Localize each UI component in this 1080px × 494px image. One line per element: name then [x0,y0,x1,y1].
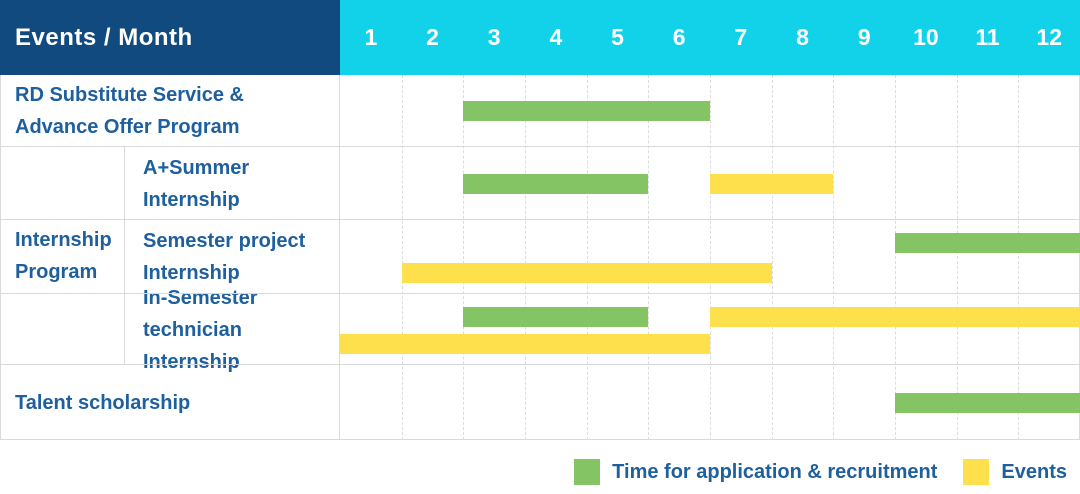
page-title: Events / Month [15,23,193,51]
label-column-divider [339,75,340,440]
month-label-11: 11 [975,24,1000,50]
row-label-talent-scholarship: Talent scholarship [0,365,340,440]
events-swatch-icon [963,459,990,485]
group-label-line: Program [15,261,98,283]
row-divider-line [0,146,1080,147]
month-gridline [402,75,403,440]
month-label-1: 1 [364,24,378,50]
row-label-semester-project: Semester project Internship [125,220,340,294]
row-label-a-plus-summer: A+Summer Internship [125,147,340,220]
month-gridline [587,75,588,440]
gantt-bar-application [463,307,649,327]
legend-item-application: Time for application & recruitment [574,459,937,485]
row-label-line: Internship [143,262,240,284]
month-gridline [463,75,464,440]
gantt-bar-application [895,393,1080,413]
gantt-bar-events [340,334,710,354]
header-title-cell: Events / Month [0,0,340,75]
month-label-12: 12 [1036,24,1063,50]
row-label-line: Internship [143,188,240,211]
group-label-line: Internship [15,229,112,251]
legend-label-events: Events [1001,460,1067,483]
month-label-10: 10 [913,24,939,50]
month-label-6: 6 [672,24,686,50]
month-header-row: 1 2 3 4 5 6 7 8 9 10 11 12 [340,0,1080,75]
month-label-4: 4 [549,24,563,50]
table-left-border [0,75,1,440]
month-label-9: 9 [857,24,871,50]
month-gridline [772,75,773,440]
application-swatch-icon [574,459,601,485]
month-gridline [895,75,896,440]
month-gridline [525,75,526,440]
row-label-line: Talent scholarship [15,391,191,414]
gantt-bar-application [463,174,649,194]
gantt-bar-application [895,233,1080,253]
row-label-line: technician Internship [143,318,242,373]
group-column-divider [124,147,125,365]
row-label-line: Advance Offer Program [15,116,240,138]
row-divider-line [0,293,1080,294]
row-divider-line [0,364,1080,365]
gantt-bar-events [710,174,834,194]
month-label-5: 5 [611,24,624,50]
month-gridline [957,75,958,440]
group-label-internship-program: Internship Program [0,147,125,365]
row-label-line: In-Semester [143,286,258,309]
row-label-rd-substitute: RD Substitute Service & Advance Offer Pr… [0,75,340,147]
legend-item-events: Events [963,459,1067,485]
gantt-table: Events / Month 1 2 3 4 5 6 7 8 9 10 11 12 RD Substi… [0,0,1080,440]
row-divider-line [0,439,1080,440]
gantt-bar-application [463,101,710,121]
month-label-3: 3 [487,24,501,50]
row-label-line: Semester project [143,230,306,252]
gantt-bar-events [401,263,772,283]
row-label-line: A+Summer [143,156,250,179]
month-gridline [833,75,834,440]
row-label-line: RD Substitute Service & [15,84,244,106]
row-label-in-semester-technician: In-Semester technician Internship [125,287,340,373]
month-label-8: 8 [796,24,809,50]
row-divider-line [0,219,1080,220]
legend-label-application: Time for application & recruitment [612,460,938,483]
gantt-bar-events [710,307,1080,327]
month-label-2: 2 [426,24,439,50]
month-gridline [710,75,711,440]
legend: Time for application & recruitment Event… [574,459,1067,485]
month-gridline [1018,75,1019,440]
month-gridline [648,75,649,440]
month-label-7: 7 [734,24,748,50]
